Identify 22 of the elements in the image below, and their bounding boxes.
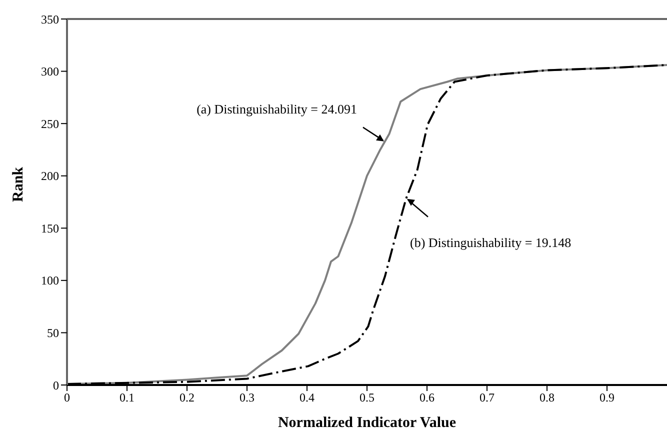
y-tick-label: 100: [41, 274, 59, 288]
y-tick-label: 350: [41, 12, 59, 26]
x-axis-title: Normalized Indicator Value: [278, 415, 456, 431]
y-axis-title: Rank: [10, 166, 26, 202]
x-tick-label: 0.8: [540, 390, 554, 405]
x-tick-label: 0.2: [180, 390, 194, 405]
x-tick-label: 0.1: [120, 390, 134, 405]
x-tick-label: 0.9: [600, 390, 614, 405]
x-tick-label: 0: [64, 390, 70, 405]
y-tick-label: 300: [41, 64, 59, 79]
x-tick-label: 0.4: [300, 390, 314, 405]
y-tick-label: 50: [47, 326, 59, 340]
annotation: (a) Distinguishability = 24.091: [196, 101, 357, 116]
x-tick-label: 0.3: [240, 390, 254, 405]
x-tick-label: 0.7: [480, 390, 494, 405]
annotation: (b) Distinguishability = 19.148: [410, 234, 572, 250]
y-tick-label: 0: [53, 378, 59, 392]
y-tick-label: 200: [41, 169, 59, 184]
x-tick-label: 0.6: [420, 390, 434, 405]
y-tick-label: 250: [41, 116, 59, 131]
y-tick-label: 150: [41, 221, 59, 236]
x-tick-label: 0.5: [360, 390, 374, 405]
